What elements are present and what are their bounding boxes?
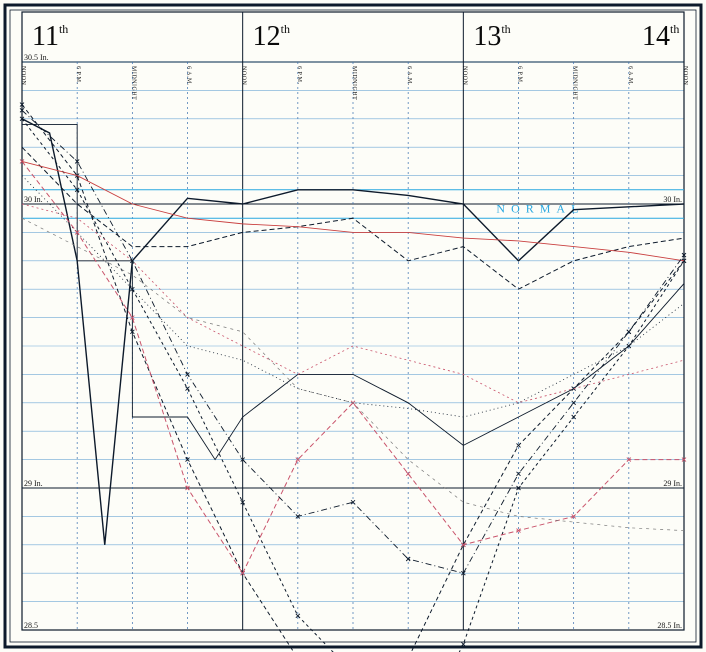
time-tick-label: NOON: [20, 66, 26, 85]
y-tick-right: 29 In.: [663, 479, 682, 488]
time-tick-label: NOON: [241, 66, 247, 85]
time-tick-label: 6 P.M.: [517, 66, 523, 85]
y-tick-left: 30 In.: [24, 195, 43, 204]
time-tick-label: 6 A.M.: [406, 66, 412, 86]
y-tick-left: 29 In.: [24, 479, 43, 488]
chart-svg: NORMAL11th12th13th14thNOON6 P.M.MIDNIGHT…: [0, 0, 706, 652]
time-tick-label: NOON: [461, 66, 467, 85]
time-tick-label: 6 P.M.: [296, 66, 302, 85]
normal-band-label: NORMAL: [496, 202, 584, 216]
time-tick-label: 6 A.M.: [627, 66, 633, 86]
y-tick-right: 30 In.: [663, 195, 682, 204]
time-tick-label: MIDNIGHT: [572, 66, 578, 100]
time-tick-label: 6 A.M.: [186, 66, 192, 86]
time-tick-label: MIDNIGHT: [351, 66, 357, 100]
time-tick-label: 6 P.M.: [75, 66, 81, 85]
y-tick-left: 30.5 In.: [24, 53, 49, 62]
time-tick-label: NOON: [682, 66, 688, 85]
time-tick-label: MIDNIGHT: [130, 66, 136, 100]
y-tick-right: 28.5 In.: [657, 621, 682, 630]
barometer-time-series-chart: NORMAL11th12th13th14thNOON6 P.M.MIDNIGHT…: [0, 0, 706, 652]
y-tick-left: 28.5: [24, 621, 38, 630]
